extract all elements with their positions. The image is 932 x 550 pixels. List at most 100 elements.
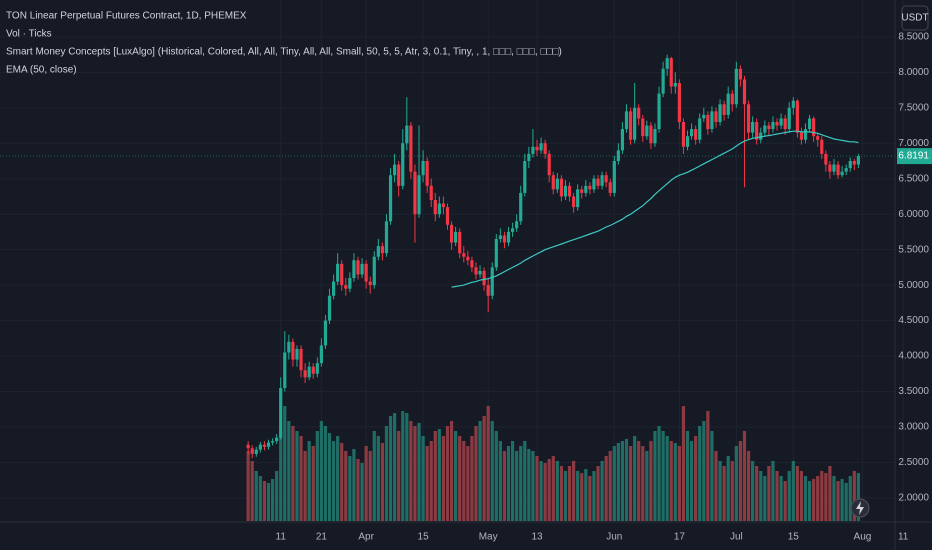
volume-bar [266, 483, 271, 521]
candle-body [746, 104, 751, 133]
candle-body [637, 107, 641, 119]
candle-body [502, 235, 507, 243]
candle-body [266, 442, 271, 447]
candle-body [384, 221, 389, 254]
candle-body [592, 178, 596, 190]
candle-body [376, 246, 380, 257]
candle-body [295, 348, 299, 360]
x-tick-label: 17 [674, 532, 686, 543]
volume-bar [694, 436, 698, 521]
volume-bar [425, 446, 429, 521]
volume-bar [295, 431, 299, 521]
candle-body [604, 175, 608, 183]
volume-bar [299, 436, 303, 521]
y-tick-label: 7.5000 [898, 102, 929, 113]
x-tick-label: 15 [788, 532, 800, 543]
overlay-layer [0, 130, 895, 288]
volume-bar [364, 446, 368, 521]
volume-bar [372, 431, 376, 521]
volume-bar [250, 461, 254, 521]
volume-bar [807, 481, 812, 521]
candle-body [433, 200, 437, 215]
y-tick-label: 3.0000 [898, 422, 929, 433]
volume-bar [730, 461, 734, 521]
volume-bar [360, 463, 364, 521]
volume-bar [628, 446, 633, 521]
volume-bar [388, 416, 393, 521]
candle-body [393, 164, 397, 176]
last-price-box [897, 148, 932, 165]
y-tick-label: 8.5000 [898, 32, 929, 43]
candle-body [262, 444, 267, 447]
candle-body [531, 146, 535, 154]
volume-bar [531, 451, 535, 521]
candle-body [685, 136, 690, 147]
volume-bar [510, 441, 515, 521]
volume-bar [816, 476, 820, 521]
volume-bar [380, 443, 385, 521]
volume-bar [710, 431, 714, 521]
candle-body [356, 260, 360, 275]
candle-body [633, 107, 637, 140]
volume-bar [368, 451, 372, 521]
candle-body [299, 348, 303, 371]
volume-bar [795, 466, 799, 521]
y-tick-label: 5.5000 [898, 244, 929, 255]
volume-bar [417, 423, 421, 521]
volume-bar [486, 406, 490, 521]
volume-bar [555, 461, 559, 521]
volume-layer [246, 406, 860, 521]
volume-bar [673, 443, 677, 521]
volume-bar [600, 461, 604, 521]
candle-body [437, 203, 441, 215]
y-tick-label: 8.0000 [898, 67, 929, 78]
volume-bar [515, 451, 519, 521]
candle-layer [246, 54, 860, 459]
volume-bar [287, 421, 291, 521]
volume-bar [714, 451, 718, 521]
volume-bar [397, 431, 401, 521]
volume-bar [254, 471, 258, 521]
candle-body [649, 125, 653, 144]
volume-bar [519, 446, 523, 521]
candle-body [311, 366, 315, 374]
volume-bar [433, 431, 437, 521]
x-tick-label: Jul [730, 532, 743, 543]
candle-body [323, 320, 328, 346]
volume-bar [291, 426, 295, 521]
candle-body [340, 263, 344, 286]
volume-bar [738, 441, 743, 521]
volume-bar [661, 431, 665, 521]
candle-body [612, 160, 616, 193]
currency-button[interactable] [901, 5, 929, 31]
candle-body [669, 58, 673, 87]
candle-body [584, 185, 588, 193]
volume-bar [746, 451, 751, 521]
candle-body [519, 192, 523, 222]
candle-body [319, 345, 323, 364]
volume-bar [848, 476, 852, 521]
volume-bar [470, 436, 474, 521]
candle-body [824, 153, 828, 165]
volume-bar [344, 451, 348, 521]
volume-bar [751, 461, 755, 521]
candle-body [714, 111, 718, 122]
candle-body [474, 267, 478, 275]
volume-bar [799, 471, 804, 521]
candle-body [425, 160, 429, 186]
x-tick-label: Jun [606, 532, 622, 543]
candle-body [250, 448, 254, 454]
candle-body [751, 121, 755, 133]
currency-label[interactable]: USDT [901, 13, 928, 24]
candle-body [775, 121, 779, 126]
volume-bar [584, 469, 588, 521]
candle-body [462, 253, 466, 257]
candle-body [372, 256, 376, 286]
volume-bar [283, 406, 287, 521]
volume-bar [633, 436, 637, 521]
candle-body [336, 263, 340, 282]
last-price-label: 6.8191 [898, 151, 929, 162]
candle-body [547, 153, 551, 176]
volume-bar [409, 421, 413, 521]
